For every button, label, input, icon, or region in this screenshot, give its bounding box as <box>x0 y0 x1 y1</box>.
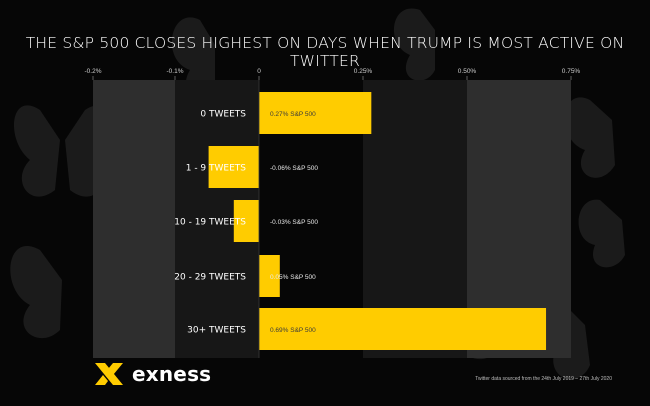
x-tick-label: 0 <box>257 68 261 75</box>
data-label: 0.27% S&P 500 <box>270 111 316 118</box>
butterfly-shape <box>10 245 62 339</box>
x-tick-label: -0.2% <box>85 68 102 75</box>
bar <box>233 200 259 242</box>
butterfly-shape <box>171 17 215 96</box>
category-label: 1 - 9 TWEETS <box>186 164 247 174</box>
chart-title: THE S&P 500 CLOSES HIGHEST ON DAYS WHEN … <box>25 34 625 70</box>
brand-name: exness <box>132 362 212 386</box>
category-label: 20 - 29 TWEETS <box>174 273 246 283</box>
bar <box>259 92 372 134</box>
butterfly-shape <box>564 97 615 178</box>
x-tick-label: 0.50% <box>458 68 477 75</box>
data-label: -0.06% S&P 500 <box>270 165 318 172</box>
butterfly-shape <box>578 199 625 268</box>
bar <box>208 146 259 188</box>
data-label: 0.69% S&P 500 <box>270 327 316 334</box>
category-label: 0 TWEETS <box>200 110 246 120</box>
category-label: 10 - 19 TWEETS <box>174 218 246 228</box>
bar <box>259 255 280 297</box>
butterfly-shape <box>393 8 435 81</box>
x-tick-label: -0.1% <box>167 68 184 75</box>
data-source-note: Twitter data sourced from the 24th July … <box>475 376 612 382</box>
x-tick-label: 0.25% <box>354 68 373 75</box>
brand-logo: exness <box>92 352 211 396</box>
category-label: 30+ TWEETS <box>187 326 246 336</box>
bar <box>259 308 547 350</box>
grid-band <box>93 80 175 358</box>
exness-mark-icon <box>95 363 123 385</box>
data-label: 0.05% S&P 500 <box>270 274 316 281</box>
x-tick-label: 0.75% <box>562 68 581 75</box>
butterfly-shape <box>13 105 60 197</box>
data-label: -0.03% S&P 500 <box>270 219 318 226</box>
